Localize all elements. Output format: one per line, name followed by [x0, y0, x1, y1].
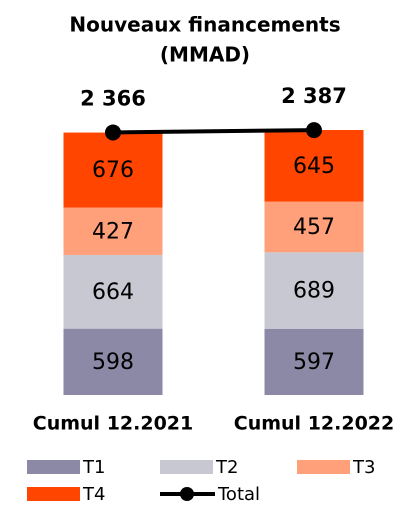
legend-label: Total	[217, 484, 260, 505]
legend-swatch	[27, 487, 80, 501]
bar-segment	[264, 328, 364, 395]
data-label: 676	[92, 158, 134, 183]
data-label: 427	[92, 219, 134, 244]
legend-label: T4	[82, 484, 105, 505]
x-tick-label: Cumul 12.2021	[33, 413, 193, 435]
legend-label: T1	[82, 457, 105, 478]
data-label: 664	[92, 280, 134, 305]
legend-swatch	[27, 460, 80, 474]
legend-marker	[180, 487, 194, 501]
data-label: 457	[293, 215, 335, 240]
data-label: 645	[293, 154, 335, 179]
bar-segment	[63, 254, 163, 329]
data-label: 598	[92, 350, 134, 375]
chart-title: Nouveaux financements	[69, 13, 340, 37]
bar-segment	[63, 207, 163, 255]
bar-segment	[63, 132, 163, 208]
bar-segment	[264, 130, 364, 202]
total-marker	[105, 124, 121, 141]
bar-segment	[264, 201, 364, 253]
data-label: 689	[293, 279, 335, 304]
bar-segment	[264, 252, 364, 329]
legend-swatch	[297, 460, 350, 474]
legend-swatch	[160, 460, 213, 474]
total-line	[112, 128, 315, 135]
total-label: 2 387	[281, 84, 347, 108]
total-label: 2 366	[80, 86, 146, 110]
data-label: 597	[293, 350, 335, 375]
bar-segment	[63, 328, 163, 395]
legend-label: T3	[352, 457, 375, 478]
legend-label: T2	[215, 457, 238, 478]
total-marker	[306, 122, 322, 139]
x-tick-label: Cumul 12.2022	[234, 413, 394, 435]
chart-title: (MMAD)	[160, 43, 250, 67]
